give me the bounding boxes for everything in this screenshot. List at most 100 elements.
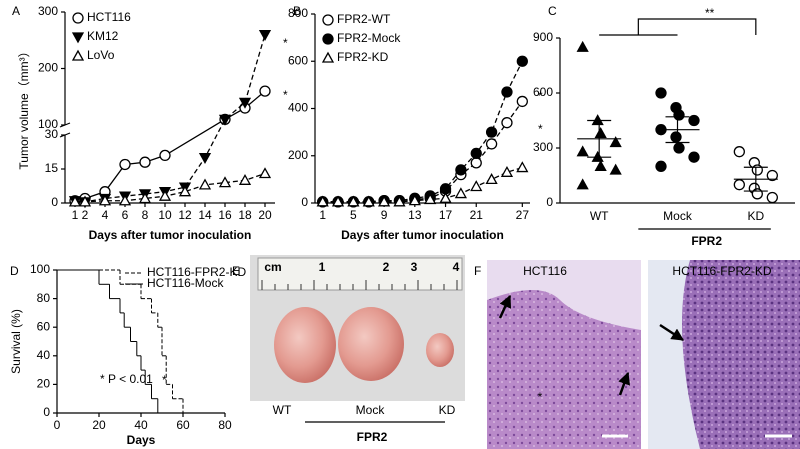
ruler-ticks <box>261 280 458 290</box>
marker <box>347 195 360 207</box>
x-tick-label: 8 <box>142 208 149 222</box>
y-tick-label: 100 <box>38 117 58 131</box>
y-tick-label: 80 <box>37 291 51 305</box>
marker <box>408 194 421 206</box>
x-axis-label: Days after tumor inoculation <box>89 228 252 242</box>
y-tick-label: 20 <box>37 377 51 391</box>
y-tick-label: 600 <box>288 53 308 67</box>
annotation: * <box>538 89 543 103</box>
marker <box>673 142 685 154</box>
legend-label: HCT116-FPR2-KD <box>147 265 246 279</box>
marker <box>655 160 667 172</box>
legend-label: FPR2-KD <box>337 50 389 64</box>
annotation: * <box>162 373 167 387</box>
y-tick-label: 0 <box>51 195 58 209</box>
x-axis-label: Days <box>127 433 156 447</box>
series-line <box>74 90 266 202</box>
marker <box>258 29 272 41</box>
image-label: HCT116-FPR2-KD <box>672 264 771 278</box>
x-tick-label: 1 <box>319 208 326 222</box>
x-tick-label: 13 <box>408 208 422 222</box>
marker <box>766 169 778 182</box>
marker <box>316 195 329 207</box>
y-tick-label: 600 <box>533 85 553 99</box>
y-tick-label: 0 <box>43 405 50 419</box>
marker <box>576 145 589 157</box>
legend-swatch <box>322 14 334 26</box>
marker <box>218 114 232 126</box>
y-tick-label: 300 <box>38 4 58 18</box>
x-tick-label: 60 <box>176 418 190 432</box>
marker <box>485 173 498 185</box>
x-tick-label: KD <box>747 209 764 223</box>
y-tick-label: 800 <box>288 6 308 20</box>
marker <box>258 167 272 179</box>
marker <box>470 157 482 169</box>
marker <box>218 176 232 188</box>
x-tick-label: 12 <box>178 208 192 222</box>
y-tick-label: 200 <box>38 61 58 75</box>
y-tick-label: 400 <box>288 101 308 115</box>
x-tick-label: 4 <box>102 208 109 222</box>
marker <box>198 178 212 190</box>
x-tick-label: 6 <box>122 208 129 222</box>
marker <box>751 188 763 200</box>
marker <box>594 126 607 138</box>
marker <box>393 195 406 207</box>
x-tick-label: 40 <box>134 418 148 432</box>
marker <box>454 187 467 199</box>
x-tick-label: 21 <box>470 208 484 222</box>
marker <box>673 109 685 121</box>
y-axis-label: Survival (%) <box>9 309 23 374</box>
panel-letter: C <box>548 4 557 18</box>
marker <box>766 191 778 204</box>
group-label: FPR2 <box>691 234 722 248</box>
marker <box>733 179 745 191</box>
marker <box>576 178 589 190</box>
marker <box>119 158 131 171</box>
marker <box>594 159 607 171</box>
panel-letter: D <box>10 264 19 278</box>
annotation: * <box>538 122 543 136</box>
x-tick-label: 18 <box>238 208 252 222</box>
histology-edge <box>487 260 641 330</box>
sample-label: Mock <box>356 403 386 417</box>
marker <box>516 161 529 173</box>
panel-letter: E <box>232 264 240 278</box>
x-tick-label: 0 <box>54 418 61 432</box>
legend-swatch <box>321 51 335 63</box>
marker <box>78 195 92 207</box>
significance-bracket <box>599 18 757 36</box>
marker <box>68 195 82 207</box>
arrow <box>498 294 512 319</box>
marker <box>118 194 132 206</box>
marker <box>751 164 763 176</box>
tumor <box>426 333 454 367</box>
x-tick-label: 10 <box>158 208 172 222</box>
marker <box>655 87 667 99</box>
legend-label: HCT116 <box>87 10 131 24</box>
marker <box>424 193 437 205</box>
annotation: * <box>283 36 288 50</box>
y-tick-label: 0 <box>546 195 553 209</box>
legend-swatch <box>72 12 84 24</box>
marker <box>439 191 452 203</box>
marker <box>733 146 745 158</box>
sample-label: WT <box>273 403 292 417</box>
x-tick-label: 16 <box>218 208 232 222</box>
arrow <box>659 323 685 342</box>
x-tick-label: 5 <box>350 208 357 222</box>
marker <box>238 173 252 185</box>
annotation: ** <box>705 6 715 20</box>
marker <box>688 151 700 163</box>
arrow <box>618 371 631 396</box>
legend-swatch <box>71 49 85 61</box>
panel-letter: A <box>12 4 20 18</box>
legend-label: FPR2-Mock <box>337 31 401 45</box>
group-label: FPR2 <box>357 430 388 444</box>
marker <box>238 97 252 109</box>
tumor <box>274 307 336 383</box>
marker <box>470 180 483 192</box>
marker <box>159 149 171 162</box>
